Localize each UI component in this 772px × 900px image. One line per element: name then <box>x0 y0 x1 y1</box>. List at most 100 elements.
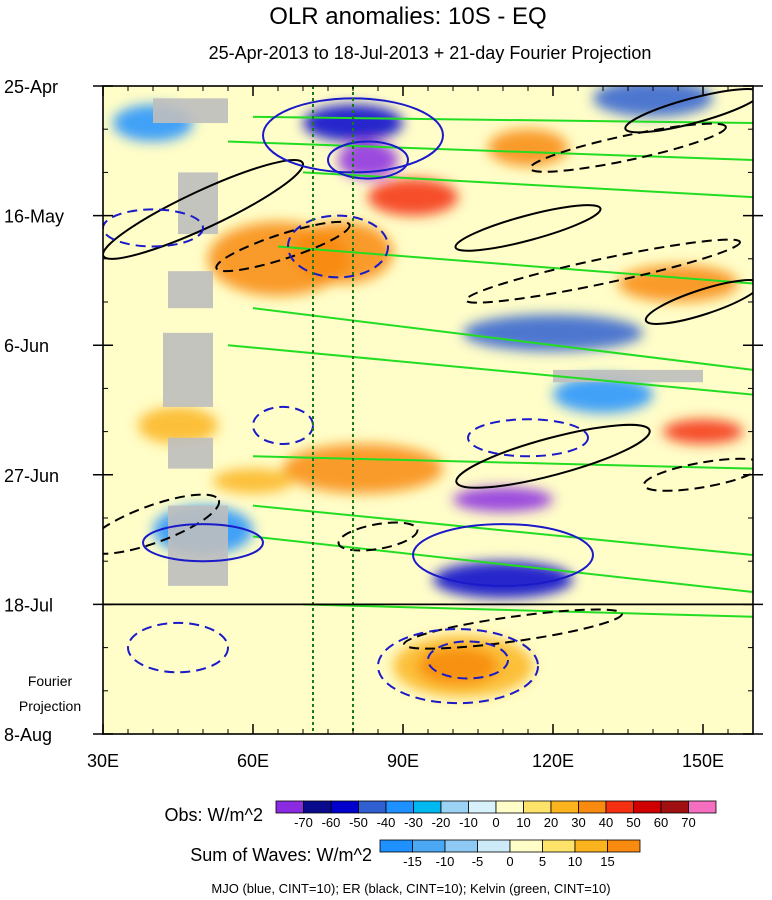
x-tick-label-0: 30E <box>87 751 119 771</box>
obs-colorbar-swatch-3 <box>358 800 387 814</box>
waves-colorbar-swatch-1 <box>412 839 446 853</box>
waves-colorbar-level-0: -15 <box>403 854 422 869</box>
waves-colorbar-swatch-7 <box>607 839 641 853</box>
mjo-contour-4 <box>103 208 204 248</box>
y-tick-label-2: 6-Jun <box>4 336 49 356</box>
kelvin-line-8 <box>252 535 753 594</box>
x-tick-label-3: 120E <box>532 751 574 771</box>
chart-title: OLR anomalies: 10S - EQ <box>269 3 546 30</box>
er-contour-3 <box>455 423 651 489</box>
obs-colorbar-swatch-8 <box>495 800 524 814</box>
footer-note: MJO (blue, CINT=10); ER (black, CINT=10)… <box>211 881 610 896</box>
obs-colorbar-swatch-4 <box>385 800 414 814</box>
missing-cell-6 <box>553 369 703 383</box>
obs-colorbar-swatch-12 <box>605 800 634 814</box>
mjo-contour-3 <box>412 523 594 587</box>
obs-colorbar-level-12: 50 <box>626 815 640 830</box>
y-axis: 25-Apr 16-May 6-Jun 27-Jun 18-Jul 8-Aug <box>4 77 763 745</box>
obs-colorbar-swatch-9 <box>523 800 552 814</box>
mjo-contours <box>103 97 594 705</box>
chart-subtitle: 25-Apr-2013 to 18-Jul-2013 + 21-day Four… <box>209 43 652 63</box>
er-contour-11 <box>403 608 623 650</box>
reference-lines <box>312 86 354 734</box>
obs-colorbar-level-0: -70 <box>294 815 313 830</box>
obs-colorbar-level-1: -60 <box>322 815 341 830</box>
obs-colorbar-swatch-11 <box>578 800 607 814</box>
obs-colorbar-level-3: -40 <box>377 815 396 830</box>
obs-colorbar-swatch-6 <box>440 800 469 814</box>
field-region-8 <box>453 487 553 512</box>
obs-colorbar-level-2: -50 <box>349 815 368 830</box>
missing-cell-4 <box>168 437 213 469</box>
field-region-16 <box>553 376 653 414</box>
mjo-contour-6 <box>287 214 389 279</box>
er-contour-7 <box>465 238 741 304</box>
field-region-1 <box>293 221 393 284</box>
obs-colorbar-swatch-5 <box>413 800 442 814</box>
waves-colorbar-level-5: 10 <box>568 854 582 869</box>
waves-colorbar-swatch-5 <box>542 839 576 853</box>
field-region-4 <box>338 141 398 179</box>
obs-colorbar: -70 -60 -50 -40 -30 -20 -10 0 10 20 30 40 50 60 70 <box>275 800 717 830</box>
projection-label-line1: Fourier <box>28 673 73 689</box>
er-contour-9 <box>103 493 221 555</box>
er-contour-10 <box>337 521 419 552</box>
y-tick-label-4: 18-Jul <box>4 595 53 615</box>
mjo-contour-1 <box>327 140 409 180</box>
er-contour-2 <box>644 279 753 325</box>
obs-colorbar-swatch-14 <box>660 800 689 814</box>
obs-colorbar-swatch-15 <box>688 800 717 814</box>
field-region-12 <box>213 468 293 494</box>
obs-colorbar-level-9: 20 <box>544 815 558 830</box>
kelvin-line-7 <box>252 504 753 557</box>
missing-cell-5 <box>168 505 228 586</box>
field-region-19 <box>138 406 218 444</box>
er-contour-1 <box>454 204 602 252</box>
obs-colorbar-level-11: 40 <box>599 815 613 830</box>
field-region-15 <box>488 129 568 167</box>
obs-colorbar-swatch-1 <box>303 800 332 814</box>
field-region-17 <box>663 419 743 444</box>
mjo-contour-5 <box>252 405 314 445</box>
kelvin-line-4 <box>252 307 753 371</box>
er-contours <box>103 87 753 650</box>
missing-cell-3 <box>163 332 213 407</box>
obs-colorbar-level-5: -20 <box>432 815 451 830</box>
missing-cell-1 <box>178 172 218 235</box>
kelvin-line-3 <box>277 245 753 285</box>
obs-colorbar-swatch-7 <box>468 800 497 814</box>
obs-colorbar-level-7: 0 <box>492 815 499 830</box>
er-contour-5 <box>215 220 351 273</box>
waves-colorbar-swatch-6 <box>574 839 608 853</box>
y-tick-label-0: 25-Apr <box>4 77 58 97</box>
waves-colorbar-swatch-0 <box>379 839 413 853</box>
field-region-14 <box>418 647 498 685</box>
er-contour-6 <box>529 122 727 173</box>
waves-colorbar-swatch-4 <box>509 839 543 853</box>
obs-colorbar-level-6: -10 <box>459 815 478 830</box>
projection-label-line2: Projection <box>19 698 81 714</box>
plot-area <box>103 86 753 734</box>
kelvin-line-9 <box>302 603 753 618</box>
obs-colorbar-level-14: 70 <box>681 815 695 830</box>
obs-colorbar-level-13: 60 <box>654 815 668 830</box>
field-region-9 <box>463 314 643 352</box>
x-tick-label-1: 60E <box>237 751 269 771</box>
kelvin-line-0 <box>252 115 753 125</box>
x-tick-label-2: 90E <box>387 751 419 771</box>
kelvin-line-1 <box>227 140 753 162</box>
waves-colorbar-level-4: 5 <box>539 854 546 869</box>
er-contour-4 <box>624 87 753 134</box>
x-axis: 30E 60E 90E 120E 150E <box>87 86 729 771</box>
waves-colorbar-swatch-2 <box>444 839 478 853</box>
waves-colorbar: -15 -10 -5 0 5 10 15 <box>379 839 641 869</box>
waves-colorbar-swatch-3 <box>477 839 511 853</box>
waves-colorbar-label: Sum of Waves: W/m^2 <box>190 845 372 865</box>
y-tick-label-5: 8-Aug <box>4 725 52 745</box>
mjo-contour-7 <box>127 621 229 674</box>
obs-colorbar-swatch-10 <box>550 800 579 814</box>
field-region-2 <box>368 178 458 216</box>
y-tick-label-3: 27-Jun <box>4 466 59 486</box>
field-region-7 <box>283 443 443 494</box>
